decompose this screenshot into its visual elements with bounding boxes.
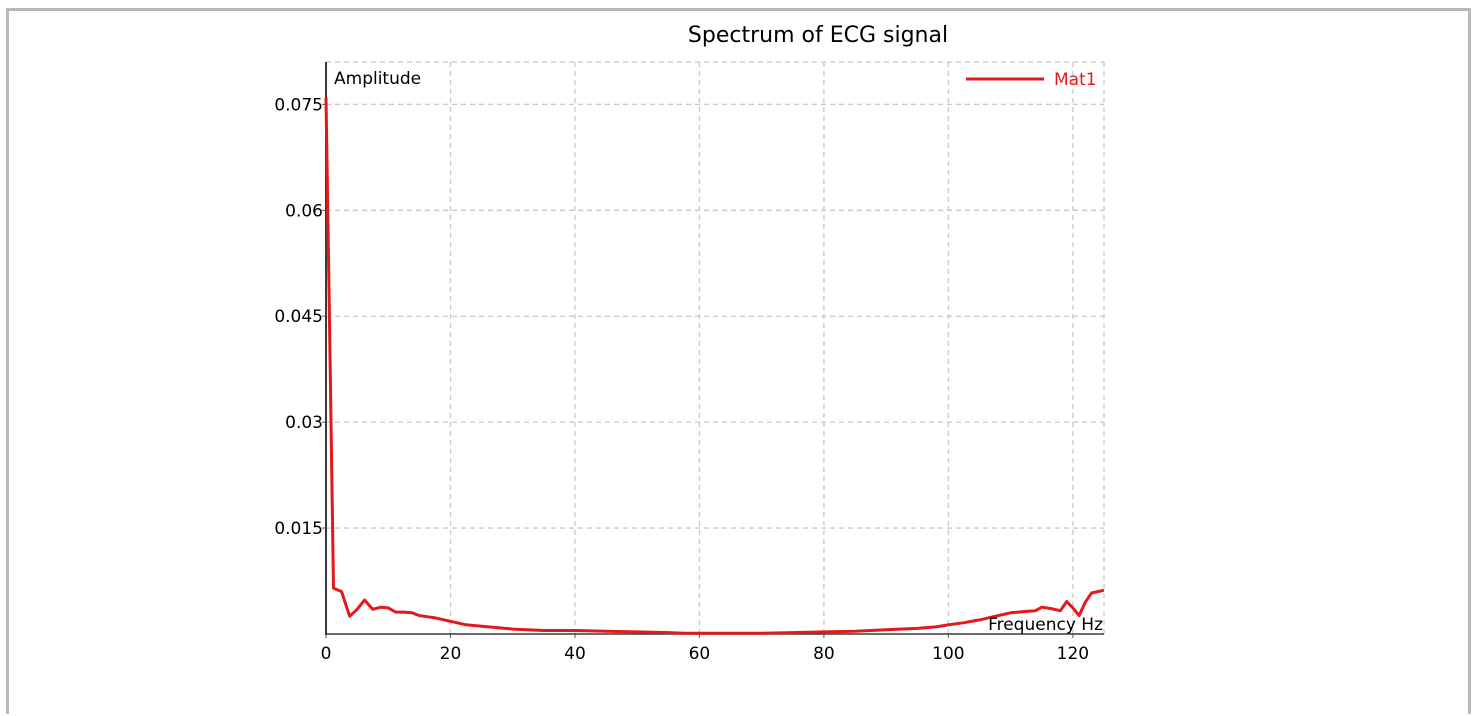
x-tick-label: 0 [321, 644, 332, 664]
chart-title: Spectrum of ECG signal [688, 23, 948, 48]
y-tick-label: 0.045 [274, 307, 323, 327]
x-tick-label: 120 [1057, 644, 1089, 664]
x-tick-label: 60 [689, 644, 711, 664]
y-tick-labels: 0.015 0.03 0.045 0.06 0.075 [274, 95, 323, 539]
axes [322, 62, 1104, 638]
y-tick-label: 0.075 [274, 95, 323, 115]
x-tick-label: 40 [564, 644, 586, 664]
legend-label-mat1: Mat1 [1054, 70, 1097, 90]
x-axis-label: Frequency Hz [988, 615, 1103, 635]
series-lines [324, 97, 1105, 635]
x-tick-labels: 0 20 40 60 80 100 120 [321, 644, 1090, 664]
y-axis-label: Amplitude [334, 69, 421, 89]
x-tick-label: 80 [813, 644, 835, 664]
series-line-mat1 [324, 97, 1105, 635]
grid-lines [326, 61, 1105, 634]
y-tick-label: 0.06 [285, 201, 323, 221]
x-tick-label: 100 [932, 644, 964, 664]
x-tick-label: 20 [440, 644, 462, 664]
y-tick-label: 0.015 [274, 519, 323, 539]
chart-frame [6, 8, 1471, 714]
y-tick-label: 0.03 [285, 413, 323, 433]
legend: Mat1 [966, 70, 1097, 90]
